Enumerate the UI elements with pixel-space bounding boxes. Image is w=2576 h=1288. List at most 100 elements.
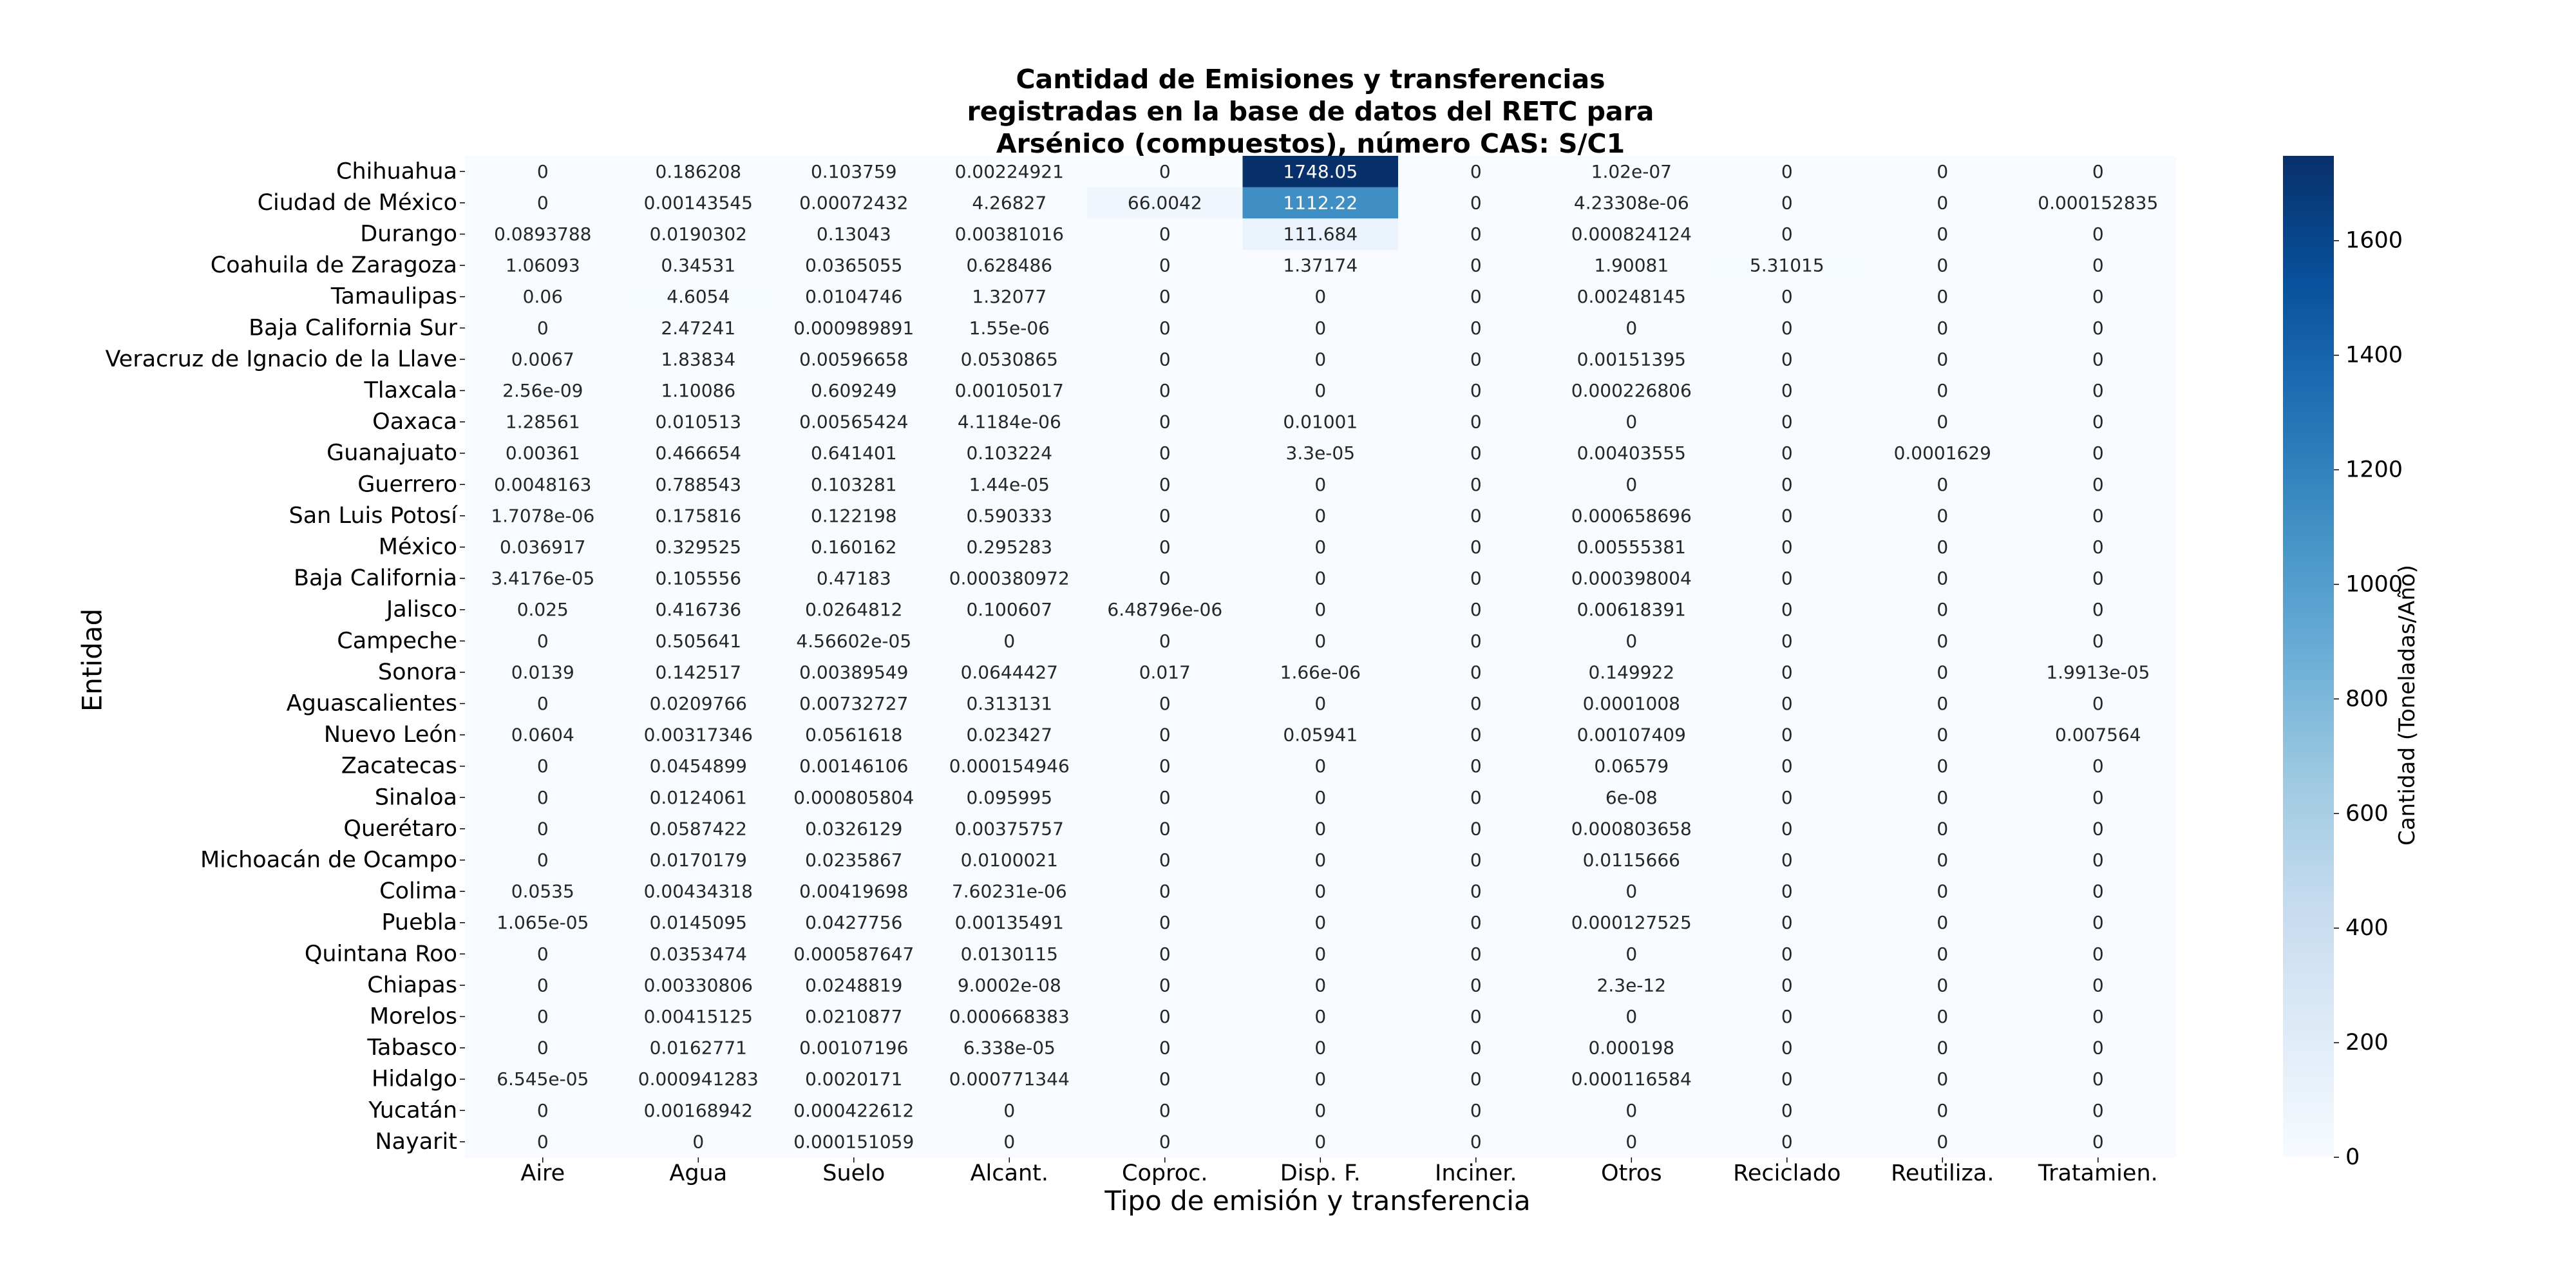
cell-value-label: 0: [2092, 536, 2104, 558]
cell-value-label: 0: [1781, 630, 1793, 652]
heatmap-cell: [1398, 1095, 1555, 1127]
cell-value-label: 0.0264812: [805, 599, 902, 620]
cell-value-label: 0.0130115: [961, 943, 1058, 965]
cell-value-label: 0: [1159, 849, 1171, 871]
heatmap-cell: [1398, 500, 1555, 532]
heatmap-cell: [776, 187, 933, 219]
heatmap-cell: [1709, 562, 1866, 594]
heatmap-cell: [1242, 249, 1399, 281]
heatmap-cell: [1864, 312, 2021, 345]
heatmap-cell: [1864, 750, 2021, 782]
cell-value-label: 0: [1159, 286, 1171, 307]
heatmap-cell: [465, 1063, 621, 1095]
cell-value-label: 0: [1470, 1068, 1482, 1090]
heatmap-cell: [1242, 281, 1399, 313]
cell-value-label: 1.37174: [1283, 255, 1358, 276]
cell-value-label: 0: [1781, 661, 1793, 683]
heatmap-cell: [1398, 187, 1555, 219]
y-tick-label: Puebla: [381, 910, 457, 936]
cell-value-label: 0.628486: [966, 255, 1052, 276]
heatmap-cell: [776, 500, 933, 532]
cell-value-label: 0.007564: [2055, 724, 2141, 746]
cell-value-label: 0: [1937, 974, 1948, 996]
cell-value-label: 0: [1159, 442, 1171, 464]
cell-value-label: 0.590333: [966, 505, 1052, 526]
heatmap-cell: [1398, 594, 1555, 626]
cell-value-label: 0: [537, 1037, 549, 1059]
cell-value-label: 0: [1937, 630, 1948, 652]
heatmap-cell: [1553, 813, 1710, 845]
cell-value-label: 0.000587647: [793, 943, 914, 965]
heatmap-cell: [465, 750, 621, 782]
cell-value-label: 0: [2092, 787, 2104, 808]
cell-value-label: 0: [1314, 1100, 1326, 1121]
y-tick-label: Querétaro: [343, 816, 457, 842]
heatmap-cell: [620, 969, 777, 1001]
heatmap-cell: [2020, 281, 2177, 313]
cell-value-label: 0: [1937, 380, 1948, 401]
cell-value-label: 0: [1781, 568, 1793, 589]
cell-value-label: 0: [1470, 1100, 1482, 1121]
cell-value-label: 0: [1470, 693, 1482, 714]
cell-value-label: 0: [1159, 568, 1171, 589]
heatmap-cell: [776, 750, 933, 782]
heatmap-cell: [1709, 688, 1866, 720]
cell-value-label: 0: [1781, 161, 1793, 182]
y-tick-label: Baja California: [294, 565, 457, 591]
cell-value-label: 1748.05: [1283, 161, 1358, 182]
heatmap-cell: [931, 813, 1088, 845]
heatmap-cell: [1864, 969, 2021, 1001]
heatmap-cell: [465, 688, 621, 720]
heatmap-cell: [620, 249, 777, 281]
heatmap-cell: [465, 1001, 621, 1033]
cell-value-label: 0.175816: [655, 505, 741, 526]
heatmap-cell: [465, 218, 621, 251]
cell-value-label: 0.0162771: [650, 1037, 747, 1059]
heatmap-cell: [931, 1032, 1088, 1064]
cell-value-label: 1.32077: [972, 286, 1046, 307]
heatmap-cell: [1242, 469, 1399, 501]
cell-value-label: 6e-08: [1605, 787, 1658, 808]
heatmap-cell: [465, 249, 621, 281]
heatmap-cell: [1709, 938, 1866, 971]
heatmap-cell: [1709, 437, 1866, 469]
heatmap-cell: [931, 343, 1088, 375]
heatmap-cell: [1709, 500, 1866, 532]
cell-value-label: 0: [1625, 630, 1637, 652]
heatmap-cell: [2020, 688, 2177, 720]
cell-value-label: 1.02e-07: [1591, 161, 1672, 182]
cell-value-label: 0: [1470, 630, 1482, 652]
x-tick-label: Alcant.: [971, 1160, 1048, 1186]
heatmap-cell: [1553, 249, 1710, 281]
cell-value-label: 0: [1937, 505, 1948, 526]
cell-value-label: 1.83834: [661, 348, 735, 370]
heatmap-cell: [2020, 312, 2177, 345]
heatmap-cell: [1087, 782, 1244, 814]
cell-value-label: 0.0001008: [1583, 693, 1680, 714]
heatmap-cell: [776, 688, 933, 720]
cell-value-label: 0: [537, 693, 549, 714]
heatmap-cell: [1864, 437, 2021, 469]
heatmap-cell: [1709, 1032, 1866, 1064]
cell-value-label: 0: [1470, 599, 1482, 620]
heatmap-cell: [1398, 218, 1555, 251]
cell-value-label: 0: [1314, 1131, 1326, 1152]
heatmap-cell: [465, 1126, 621, 1158]
cell-value-label: 0.13043: [817, 223, 891, 245]
cell-value-label: 0: [1159, 912, 1171, 933]
y-tick-label: Hidalgo: [372, 1066, 457, 1092]
chart-title-line-1: Cantidad de Emisiones y transferencias: [1016, 64, 1605, 95]
cell-value-label: 0: [1159, 1068, 1171, 1090]
heatmap-cell: [1709, 969, 1866, 1001]
y-tick-label: Ciudad de México: [258, 190, 457, 216]
heatmap-cell: [1864, 187, 2021, 219]
y-tick-label: San Luis Potosí: [289, 503, 459, 529]
cell-value-label: 0: [2092, 818, 2104, 839]
heatmap-cell: [931, 1001, 1088, 1033]
cell-value-label: 1.065e-05: [497, 912, 589, 933]
heatmap-cell: [465, 625, 621, 658]
cell-value-label: 0: [1937, 317, 1948, 339]
heatmap-cell: [931, 249, 1088, 281]
cell-value-label: 0: [2092, 849, 2104, 871]
